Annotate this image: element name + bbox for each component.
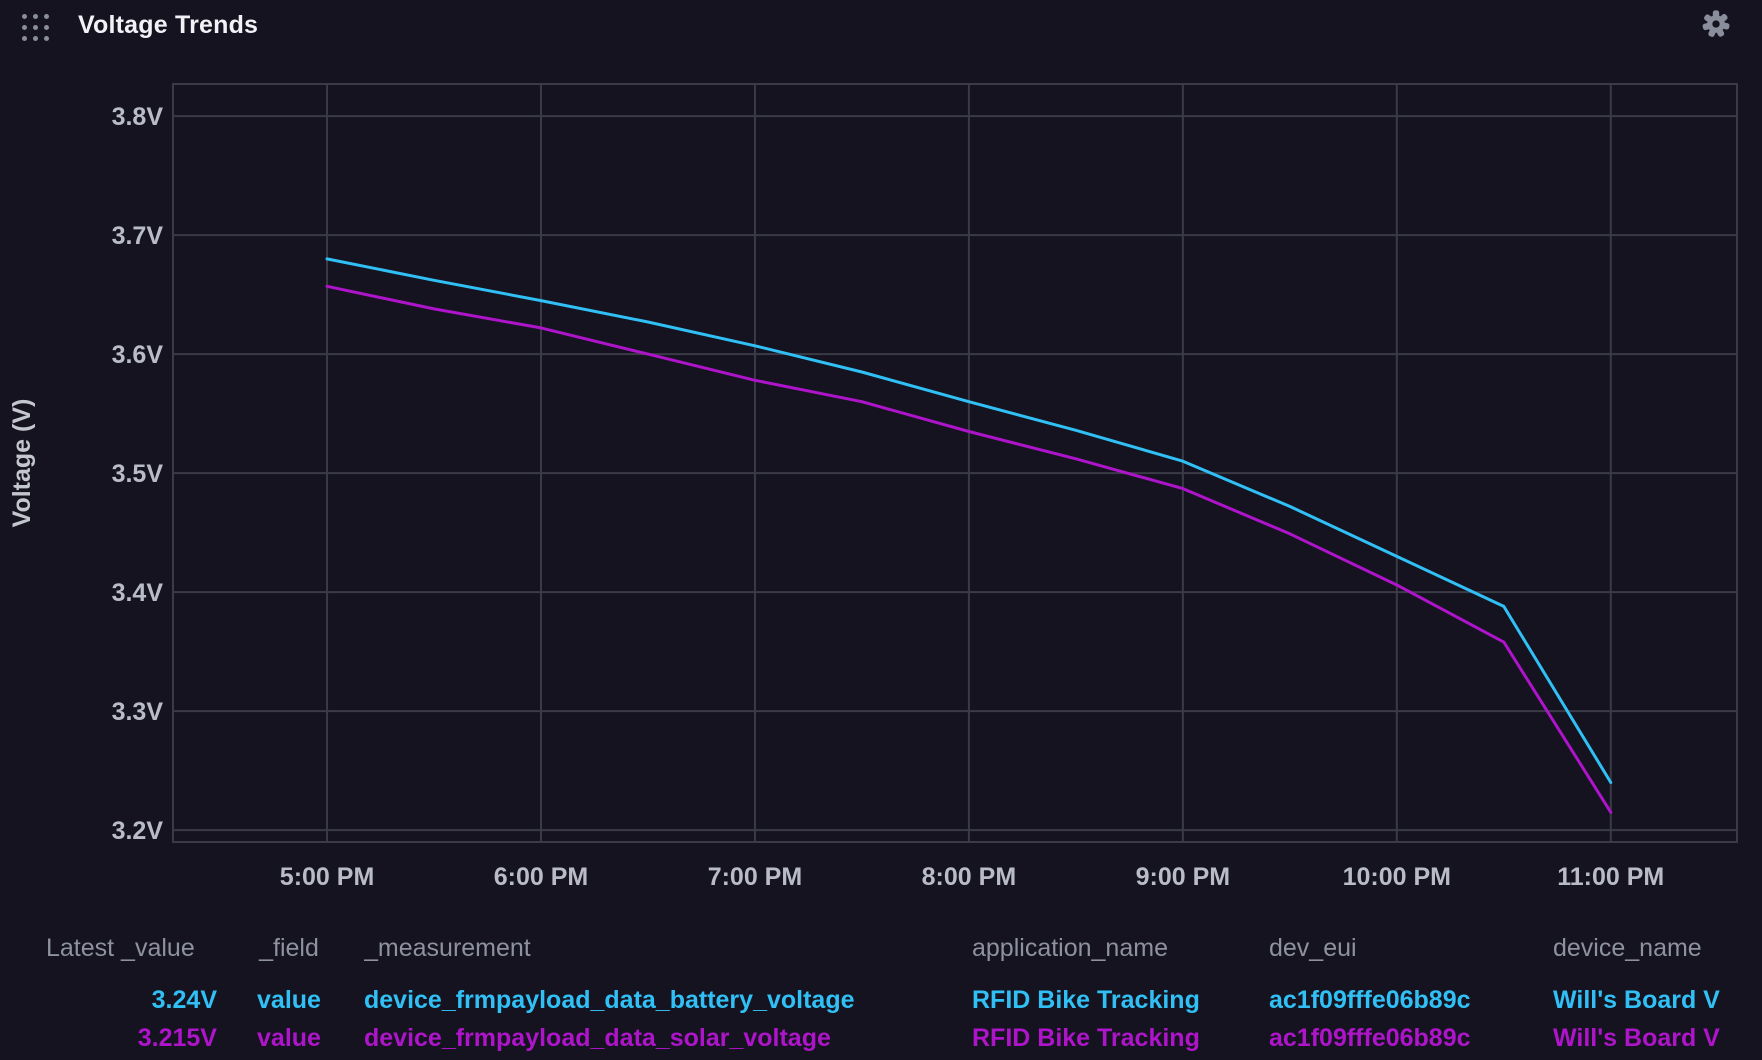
- legend-col-dev-eui: dev_eui: [1269, 934, 1357, 962]
- x-tick-label: 8:00 PM: [922, 863, 1016, 891]
- series-line-battery: [325, 257, 1613, 784]
- y-axis-title: Voltage (V): [8, 399, 36, 528]
- series-line-solar: [325, 284, 1613, 814]
- legend-device-name: Will's Board V: [1553, 986, 1720, 1014]
- legend-measurement: device_frmpayload_data_battery_voltage: [364, 986, 855, 1014]
- legend-latest-value: 3.24V: [151, 986, 217, 1014]
- y-tick-label: 3.4V: [112, 579, 164, 607]
- legend-col-latest-value: Latest _value: [46, 934, 195, 962]
- x-tick-label: 9:00 PM: [1136, 863, 1230, 891]
- legend-col-application-name: application_name: [972, 934, 1168, 962]
- drag-handle-icon[interactable]: [22, 14, 49, 41]
- legend-col-field: _field: [259, 934, 319, 962]
- legend-field: value: [257, 1024, 321, 1052]
- y-tick-label: 3.8V: [112, 103, 164, 131]
- x-tick-label: 11:00 PM: [1557, 863, 1664, 891]
- y-tick-label: 3.6V: [112, 341, 164, 369]
- x-tick-label: 7:00 PM: [708, 863, 802, 891]
- y-tick-label: 3.5V: [112, 460, 164, 488]
- legend-dev-eui: ac1f09fffe06b89c: [1269, 1024, 1471, 1052]
- cell-header: Voltage Trends: [0, 0, 1762, 50]
- legend-col-measurement: _measurement: [364, 934, 531, 962]
- legend-header-row: Latest _value _field _measurement applic…: [0, 931, 1762, 965]
- cell-title: Voltage Trends: [78, 11, 259, 39]
- voltage-line-chart[interactable]: 5:00 PM 6:00 PM 7:00 PM 8:00 PM 9:00 PM 10:00…: [0, 0, 1762, 920]
- legend-row-battery[interactable]: 3.24V value device_frmpayload_data_batte…: [0, 983, 1762, 1017]
- legend-device-name: Will's Board V: [1553, 1024, 1720, 1052]
- y-tick-label: 3.3V: [112, 698, 164, 726]
- legend-col-device-name: device_name: [1553, 934, 1702, 962]
- settings-gear-icon[interactable]: [1700, 8, 1732, 40]
- y-tick-label: 3.7V: [112, 222, 164, 250]
- legend-application-name: RFID Bike Tracking: [972, 1024, 1200, 1052]
- legend-latest-value: 3.215V: [137, 1024, 217, 1052]
- legend-field: value: [257, 986, 321, 1014]
- y-tick-label: 3.2V: [112, 817, 164, 845]
- legend-dev-eui: ac1f09fffe06b89c: [1269, 986, 1471, 1014]
- x-tick-label: 10:00 PM: [1343, 863, 1451, 891]
- plot-border: [172, 83, 1738, 843]
- legend-row-solar[interactable]: 3.215V value device_frmpayload_data_sola…: [0, 1021, 1762, 1055]
- x-tick-label: 5:00 PM: [280, 863, 374, 891]
- x-tick-label: 6:00 PM: [494, 863, 588, 891]
- legend-measurement: device_frmpayload_data_solar_voltage: [364, 1024, 831, 1052]
- legend-application-name: RFID Bike Tracking: [972, 986, 1200, 1014]
